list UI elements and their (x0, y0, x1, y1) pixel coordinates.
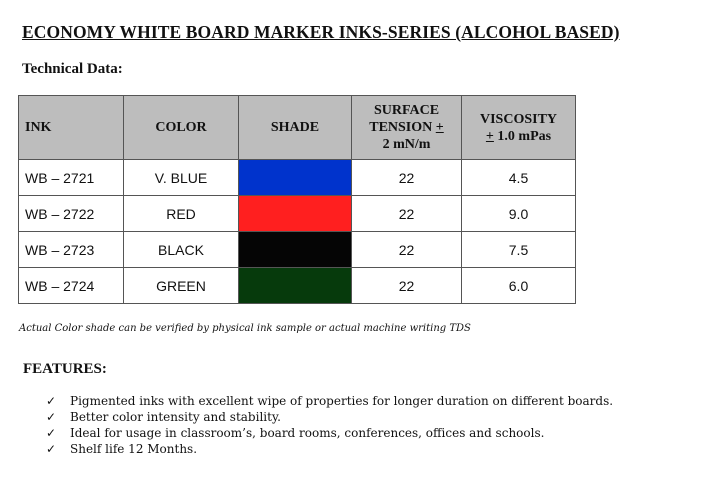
column-header-viscosity: VISCOSITY + 1.0 mPas (461, 95, 576, 160)
viscosity-cell: 6.0 (461, 267, 576, 304)
shade-swatch (238, 159, 352, 196)
list-item: ✓ Better color intensity and stability. (46, 409, 613, 425)
color-shade-note: Actual Color shade can be verified by ph… (19, 323, 471, 334)
surface-tension-cell: 22 (351, 231, 462, 268)
surface-tension-cell: 22 (351, 267, 462, 304)
feature-text: Ideal for usage in classroom’s, board ro… (70, 426, 545, 440)
shade-swatch (238, 195, 352, 232)
viscosity-header-line1: VISCOSITY (479, 111, 558, 127)
surface-tension-cell: 22 (351, 159, 462, 196)
surface-header-line2: TENSION (369, 120, 436, 135)
column-header-surface-tension: SURFACE TENSION + 2 mN/m (351, 95, 462, 160)
feature-text: Shelf life 12 Months. (70, 442, 198, 456)
color-name-cell: V. BLUE (123, 159, 239, 196)
feature-text: Pigmented inks with excellent wipe of pr… (70, 394, 614, 408)
viscosity-cell: 7.5 (461, 231, 576, 268)
table-header-row: INK COLOR SHADE SURFACE TENSION + 2 mN/m… (18, 95, 576, 160)
column-header-color: COLOR (123, 95, 239, 160)
surface-tension-cell: 22 (351, 195, 462, 232)
page-title: ECONOMY WHITE BOARD MARKER INKS-SERIES (… (22, 22, 620, 42)
table-row: WB – 2723 BLACK 22 7.5 (18, 231, 576, 268)
surface-header-line1: SURFACE (373, 103, 440, 118)
technical-data-table: INK COLOR SHADE SURFACE TENSION + 2 mN/m… (18, 95, 576, 304)
list-item: ✓ Pigmented inks with excellent wipe of p… (46, 393, 613, 409)
viscosity-cell: 9.0 (461, 195, 576, 232)
table-row: WB – 2722 RED 22 9.0 (18, 195, 576, 232)
column-header-shade: SHADE (238, 95, 352, 160)
viscosity-header-line2: 1.0 mPas (493, 128, 552, 144)
ink-code-cell: WB – 2721 (18, 159, 124, 196)
color-name-cell: GREEN (123, 267, 239, 304)
checkmark-icon: ✓ (46, 426, 57, 440)
ink-code-cell: WB – 2723 (18, 231, 124, 268)
features-heading: FEATURES: (23, 361, 107, 377)
surface-header-line3: 2 mN/m (382, 137, 431, 152)
technical-data-heading: Technical Data: (22, 61, 123, 77)
viscosity-plus-minus: + (485, 128, 494, 144)
table-row: WB – 2724 GREEN 22 6.0 (18, 267, 576, 304)
surface-plus-minus: + (435, 120, 444, 135)
checkmark-icon: ✓ (46, 410, 57, 424)
shade-swatch (238, 231, 352, 268)
list-item: ✓ Ideal for usage in classroom’s, board r… (46, 425, 613, 441)
ink-code-cell: WB – 2722 (18, 195, 124, 232)
feature-text: Better color intensity and stability. (70, 410, 281, 424)
checkmark-icon: ✓ (46, 394, 57, 408)
features-list: ✓ Pigmented inks with excellent wipe of p… (46, 393, 613, 457)
checkmark-icon: ✓ (46, 442, 57, 456)
list-item: ✓ Shelf life 12 Months. (46, 441, 613, 457)
color-name-cell: RED (123, 195, 239, 232)
ink-code-cell: WB – 2724 (18, 267, 124, 304)
table-row: WB – 2721 V. BLUE 22 4.5 (18, 159, 576, 196)
viscosity-cell: 4.5 (461, 159, 576, 196)
column-header-ink: INK (18, 95, 124, 160)
color-name-cell: BLACK (123, 231, 239, 268)
shade-swatch (238, 267, 352, 304)
